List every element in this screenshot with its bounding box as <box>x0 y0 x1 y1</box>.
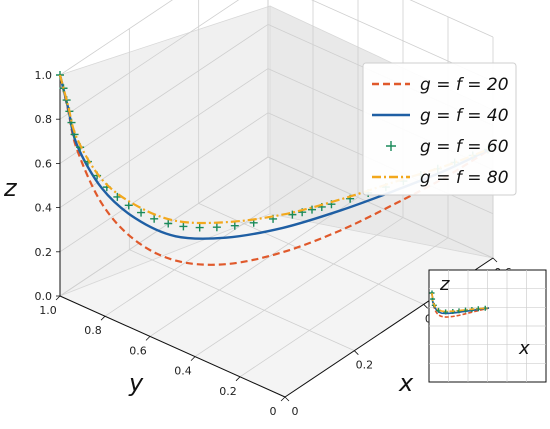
y-axis-label: y <box>128 369 144 397</box>
x-tick <box>492 257 498 263</box>
x-tick <box>284 396 290 402</box>
grid-line <box>239 237 449 378</box>
data-point <box>179 222 188 231</box>
data-point <box>164 219 173 228</box>
y-axis-line <box>59 295 286 398</box>
grid-line <box>129 249 355 352</box>
x-tick-label: 0 <box>292 405 299 418</box>
grid-line <box>104 176 314 317</box>
y-tick <box>190 356 196 361</box>
y-tick <box>55 295 61 301</box>
grid-line <box>149 197 359 337</box>
z-tick-label: 0.0 <box>35 290 53 303</box>
grid-line <box>409 0 494 38</box>
y-tick <box>100 315 106 321</box>
z-tick-label: 0.4 <box>35 202 53 215</box>
grid-line <box>198 202 424 305</box>
data-point <box>113 192 122 201</box>
y-tick <box>145 336 151 341</box>
data-point <box>288 210 297 219</box>
z-axis-label: z <box>3 174 18 202</box>
legend-label: g = f = 40 <box>420 106 509 126</box>
inset-chart: z x <box>428 269 547 383</box>
y-tick-label: 0.2 <box>219 385 237 398</box>
legend-box <box>362 62 517 196</box>
x-tick <box>423 304 428 309</box>
y-tick-label: 0.4 <box>174 365 192 378</box>
z-tick-label: 0.6 <box>35 157 53 170</box>
y-tick-label: 0 <box>270 405 277 418</box>
x-tick <box>354 350 359 355</box>
grid-line <box>59 0 240 120</box>
y-tick <box>235 376 241 382</box>
legend-label: g = f = 20 <box>420 75 509 95</box>
data-point <box>308 205 317 214</box>
inset-series-line <box>431 292 490 313</box>
grid-line <box>59 0 173 76</box>
y-tick-label: 0.8 <box>84 324 102 337</box>
data-point <box>212 223 221 232</box>
legend-marker <box>386 141 396 151</box>
series-line <box>58 74 494 266</box>
data-point <box>230 221 239 230</box>
grid-line <box>59 112 269 253</box>
legend-label: g = f = 80 <box>420 168 509 188</box>
y-tick-label: 1.0 <box>39 304 57 317</box>
z-tick-label: 0.2 <box>35 246 53 259</box>
z-tick-label: 0.8 <box>35 113 53 126</box>
data-point <box>124 201 133 210</box>
legend: g = f = 20 g = f = 40 g = f = 60 g = f = 80 <box>362 62 517 196</box>
y-tick <box>280 396 286 402</box>
grid-line <box>59 156 269 297</box>
inset-z-label: z <box>439 274 450 295</box>
inset-series-line <box>431 292 490 315</box>
grid-line <box>59 24 269 164</box>
data-point <box>150 214 159 223</box>
data-point <box>195 223 204 232</box>
y-tick-label: 0.6 <box>129 344 147 357</box>
x-axis-label: x <box>398 369 414 397</box>
legend-label: g = f = 60 <box>420 137 509 157</box>
z-tick-label: 1.0 <box>35 69 53 82</box>
inset-x-label: x <box>518 338 530 359</box>
grid-line <box>194 217 404 357</box>
grid-line <box>267 156 494 259</box>
grid-line <box>59 68 269 208</box>
data-point <box>137 208 146 217</box>
x-tick-label: 0.2 <box>356 359 374 372</box>
